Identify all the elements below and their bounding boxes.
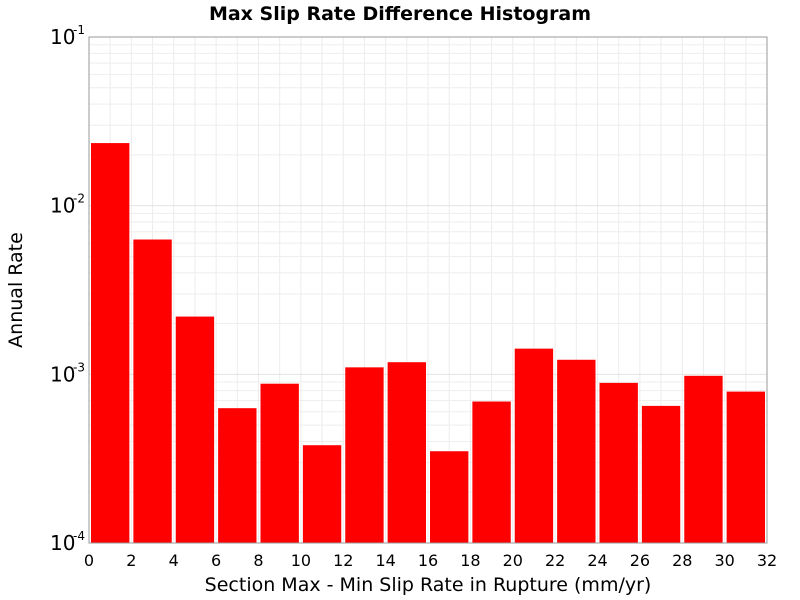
y-tick-exponent: -4 <box>73 529 85 543</box>
histogram-bar <box>599 382 638 543</box>
histogram-bar <box>175 316 215 543</box>
x-tick-label: 32 <box>757 551 777 570</box>
histogram-bar <box>302 445 342 543</box>
x-tick-label: 14 <box>375 551 395 570</box>
x-tick-label: 30 <box>714 551 734 570</box>
histogram-bar <box>345 367 384 543</box>
bars <box>91 143 765 543</box>
y-tick-label: 10-1 <box>50 23 85 49</box>
x-tick-label: 18 <box>460 551 480 570</box>
y-tick-base: 10 <box>50 25 75 49</box>
y-axis-ticks: 10-110-210-310-4 <box>50 23 85 555</box>
x-tick-label: 0 <box>84 551 94 570</box>
x-axis-label: Section Max - Min Slip Rate in Rupture (… <box>205 574 652 596</box>
y-tick-label: 10-2 <box>50 192 85 218</box>
y-tick-base: 10 <box>50 362 75 386</box>
histogram-bar <box>91 143 130 543</box>
y-tick-label: 10-3 <box>50 360 85 386</box>
chart-title: Max Slip Rate Difference Histogram <box>209 3 591 25</box>
histogram-bar <box>218 408 257 543</box>
histogram-bar <box>641 405 681 543</box>
histogram-bar <box>684 375 723 543</box>
x-tick-label: 10 <box>291 551 311 570</box>
x-tick-label: 22 <box>545 551 565 570</box>
x-tick-label: 12 <box>333 551 353 570</box>
histogram-bar <box>472 401 511 543</box>
y-tick-base: 10 <box>50 194 75 218</box>
y-tick-exponent: -3 <box>73 360 85 374</box>
histogram-bar <box>133 239 172 543</box>
x-tick-label: 28 <box>672 551 692 570</box>
x-tick-label: 2 <box>126 551 136 570</box>
histogram-bar <box>387 362 426 543</box>
plot-border <box>88 36 768 544</box>
y-tick-exponent: -1 <box>73 23 85 37</box>
y-tick-base: 10 <box>50 531 75 555</box>
y-axis-label: Annual Rate <box>5 232 27 348</box>
x-tick-label: 4 <box>169 551 179 570</box>
histogram-bar <box>557 359 596 543</box>
histogram-bar <box>260 383 299 543</box>
x-tick-label: 26 <box>630 551 650 570</box>
x-axis-ticks: 0 2 4 6 8 10 12 14 16 18 20 22 24 26 28 30 32 <box>84 551 777 570</box>
y-tick-label: 10-4 <box>50 529 85 555</box>
x-tick-label: 8 <box>253 551 263 570</box>
histogram-bar <box>514 348 554 543</box>
x-tick-label: 6 <box>211 551 221 570</box>
x-tick-label: 16 <box>418 551 438 570</box>
y-tick-exponent: -2 <box>73 192 85 206</box>
histogram-bar <box>726 391 765 543</box>
histogram-bar <box>430 451 469 543</box>
x-tick-label: 20 <box>503 551 523 570</box>
x-tick-label: 24 <box>587 551 607 570</box>
